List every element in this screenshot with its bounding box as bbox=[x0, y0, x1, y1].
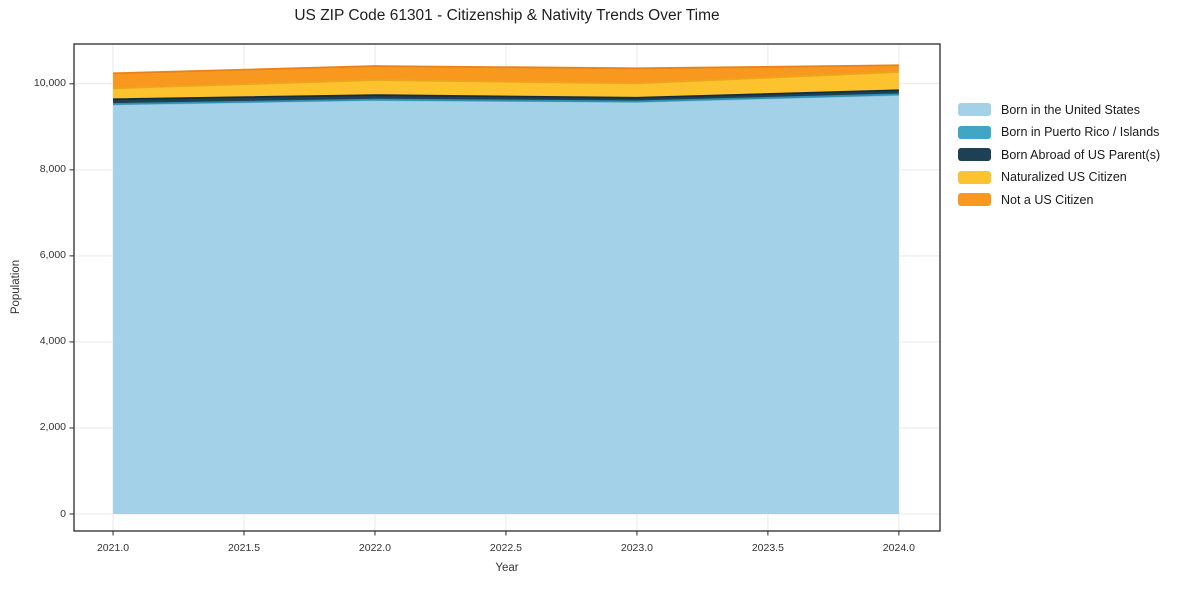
legend-swatch bbox=[958, 125, 991, 139]
y-tick-label: 8,000 bbox=[39, 163, 66, 176]
y-tick-label: 4,000 bbox=[39, 335, 66, 348]
legend: Born in the United States Born in Puerto … bbox=[958, 103, 1160, 216]
x-tick-label: 2023.0 bbox=[620, 542, 653, 554]
legend-swatch bbox=[958, 103, 991, 116]
area-4 bbox=[113, 65, 899, 89]
x-tick-label: 2023.5 bbox=[751, 542, 784, 554]
chart-title: US ZIP Code 61301 - Citizenship & Nativi… bbox=[294, 7, 720, 24]
legend-swatch bbox=[958, 170, 991, 184]
legend-swatch bbox=[958, 193, 991, 206]
area-edge-1 bbox=[113, 93, 899, 105]
y-tick-label: 0 bbox=[60, 507, 66, 520]
x-tick-label: 2022.0 bbox=[358, 542, 392, 554]
y-tick-label: 6,000 bbox=[39, 249, 66, 262]
legend-label: Not a US Citizen bbox=[1001, 192, 1094, 207]
y-tick-label: 10,000 bbox=[33, 77, 66, 90]
legend-item: Born in Puerto Rico / Islands bbox=[958, 125, 1160, 139]
legend-item: Not a US Citizen bbox=[958, 192, 1160, 207]
legend-label: Born Abroad of US Parent(s) bbox=[1001, 147, 1161, 162]
legend-item: Naturalized US Citizen bbox=[958, 170, 1160, 184]
x-tick-label: 2021.0 bbox=[96, 542, 130, 554]
area-edge-3 bbox=[113, 71, 899, 90]
area-edge-2 bbox=[113, 89, 899, 101]
legend-item: Born in the United States bbox=[958, 102, 1160, 117]
legend-label: Born in the United States bbox=[1001, 102, 1140, 117]
area-3 bbox=[113, 71, 899, 100]
x-axis-label: Year bbox=[495, 562, 519, 574]
area-0 bbox=[113, 94, 899, 515]
legend-swatch bbox=[958, 148, 991, 161]
legend-label: Born in Puerto Rico / Islands bbox=[1001, 125, 1160, 139]
area-edge-4 bbox=[113, 64, 899, 75]
legend-item: Born Abroad of US Parent(s) bbox=[958, 147, 1161, 162]
x-tick-label: 2021.5 bbox=[227, 542, 261, 554]
y-axis-label: Population bbox=[10, 259, 22, 315]
x-tick-label: 2022.5 bbox=[489, 542, 522, 554]
legend-label: Naturalized US Citizen bbox=[1001, 170, 1127, 184]
plot-frame bbox=[73, 43, 941, 532]
y-tick-label: 2,000 bbox=[39, 421, 66, 434]
x-tick-label: 2024.0 bbox=[882, 542, 915, 554]
